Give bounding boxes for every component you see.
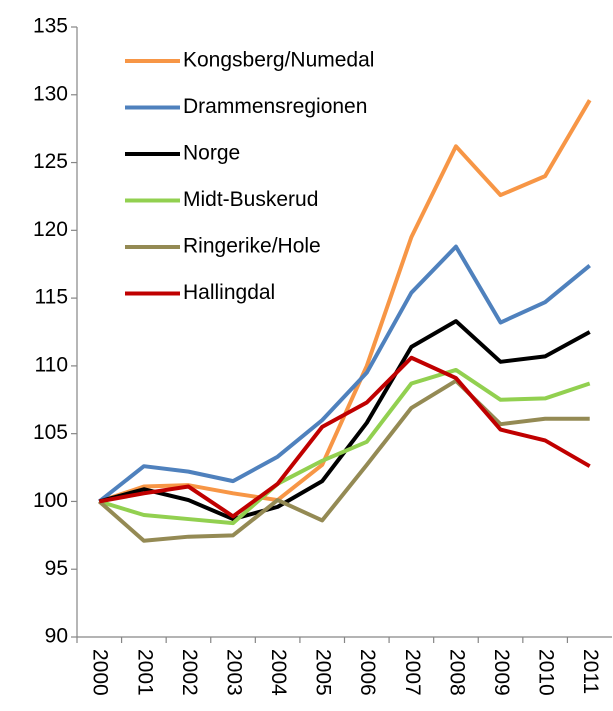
legend-label: Drammensregionen — [183, 95, 367, 118]
y-tick-label: 100 — [33, 489, 68, 512]
line — [98, 367, 591, 526]
x-tick-label: 2002 — [178, 649, 201, 696]
legend-label: Hallingdal — [183, 281, 275, 304]
x-tick-label: 2003 — [222, 649, 245, 696]
legend-label: Kongsberg/Numedal — [183, 49, 374, 72]
x-tick-label: 2009 — [490, 649, 513, 696]
x-tick-label: 2010 — [535, 649, 558, 696]
legend-label: Norge — [183, 142, 240, 165]
x-tick-label: 2000 — [89, 649, 112, 696]
x-tick-label: 2007 — [401, 649, 424, 696]
y-tick-label: 135 — [33, 15, 68, 38]
x-tick-label: 2004 — [267, 649, 290, 696]
y-tick-label: 115 — [35, 286, 68, 309]
x-tick-label: 2006 — [356, 649, 379, 696]
line — [98, 244, 591, 504]
y-tick-label: 125 — [33, 150, 68, 173]
x-tick-label: 2001 — [133, 649, 156, 696]
x-tick-label: 2005 — [312, 649, 335, 696]
y-tick-label: 90 — [45, 625, 68, 648]
y-tick-label: 105 — [33, 421, 68, 444]
legend-label: Ringerike/Hole — [183, 235, 321, 258]
line — [98, 99, 592, 504]
line — [98, 355, 591, 519]
legend-label: Midt-Buskerud — [183, 188, 318, 211]
y-tick-label: 120 — [33, 218, 68, 241]
y-tick-label: 110 — [35, 353, 68, 376]
x-tick-label: 2008 — [445, 649, 468, 696]
y-tick-label: 95 — [45, 557, 68, 580]
line — [97, 378, 590, 543]
y-tick-label: 130 — [33, 82, 68, 105]
x-tick-label: 2011 — [579, 649, 602, 694]
